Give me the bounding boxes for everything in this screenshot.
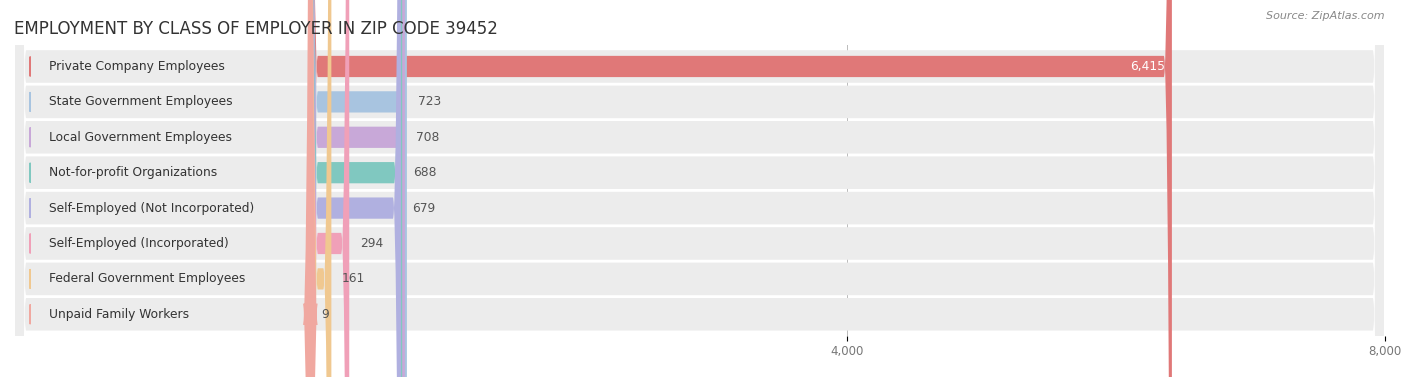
- Text: 723: 723: [418, 95, 441, 108]
- Text: Local Government Employees: Local Government Employees: [49, 131, 232, 144]
- Text: Federal Government Employees: Federal Government Employees: [49, 273, 246, 285]
- Text: 161: 161: [342, 273, 366, 285]
- FancyBboxPatch shape: [309, 0, 332, 377]
- Text: Self-Employed (Not Incorporated): Self-Employed (Not Incorporated): [49, 202, 254, 215]
- FancyBboxPatch shape: [309, 0, 1171, 377]
- Text: 9: 9: [322, 308, 329, 321]
- FancyBboxPatch shape: [15, 0, 1384, 377]
- Text: Private Company Employees: Private Company Employees: [49, 60, 225, 73]
- Text: Self-Employed (Incorporated): Self-Employed (Incorporated): [49, 237, 229, 250]
- FancyBboxPatch shape: [302, 0, 318, 377]
- Text: Not-for-profit Organizations: Not-for-profit Organizations: [49, 166, 218, 179]
- FancyBboxPatch shape: [309, 0, 406, 377]
- FancyBboxPatch shape: [15, 0, 1384, 377]
- FancyBboxPatch shape: [15, 0, 1384, 377]
- FancyBboxPatch shape: [15, 0, 1384, 377]
- Text: 294: 294: [360, 237, 384, 250]
- FancyBboxPatch shape: [15, 0, 1384, 377]
- FancyBboxPatch shape: [309, 0, 401, 377]
- FancyBboxPatch shape: [15, 0, 1384, 377]
- FancyBboxPatch shape: [309, 0, 405, 377]
- FancyBboxPatch shape: [309, 0, 402, 377]
- Text: 6,415: 6,415: [1130, 60, 1166, 73]
- Text: 679: 679: [412, 202, 434, 215]
- Text: EMPLOYMENT BY CLASS OF EMPLOYER IN ZIP CODE 39452: EMPLOYMENT BY CLASS OF EMPLOYER IN ZIP C…: [14, 20, 498, 38]
- FancyBboxPatch shape: [309, 0, 349, 377]
- Text: Source: ZipAtlas.com: Source: ZipAtlas.com: [1267, 11, 1385, 21]
- Text: 688: 688: [413, 166, 436, 179]
- FancyBboxPatch shape: [15, 0, 1384, 377]
- FancyBboxPatch shape: [15, 0, 1384, 377]
- Text: State Government Employees: State Government Employees: [49, 95, 232, 108]
- Text: Unpaid Family Workers: Unpaid Family Workers: [49, 308, 190, 321]
- Text: 708: 708: [416, 131, 439, 144]
